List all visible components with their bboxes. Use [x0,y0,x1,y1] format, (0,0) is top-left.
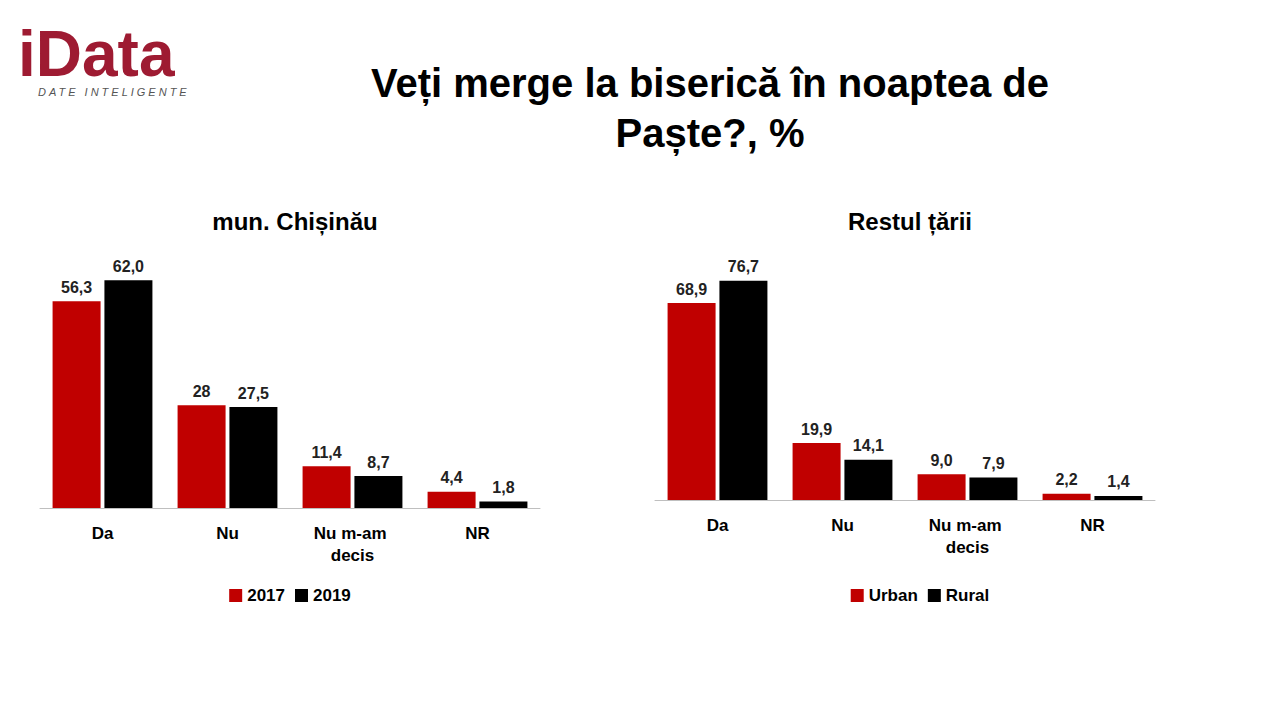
svg-text:9,0: 9,0 [930,452,952,469]
svg-text:Nu m-am: Nu m-am [314,524,391,543]
html-text:Veți merge la biserică în noap: Veți merge la biserică în noaptea de Paș… [371,61,1049,155]
svg-text:Da: Da [707,516,729,535]
svg-text:Da: Da [92,524,114,543]
svg-text:mun. Chișinău: mun. Chișinău [212,208,377,236]
svg-text:1,8: 1,8 [492,479,514,496]
svg-text:76,7: 76,7 [728,258,759,275]
html-text:iData: iData [18,18,175,90]
svg-text:2,2: 2,2 [1055,471,1077,488]
svg-text:Rural: Rural [946,586,989,605]
svg-text:decis: decis [946,538,989,557]
svg-text:28: 28 [193,383,211,400]
svg-text:62,0: 62,0 [113,258,144,275]
svg-text:2017: 2017 [247,586,285,605]
svg-text:decis: decis [331,546,374,565]
svg-text:8,7: 8,7 [367,454,389,471]
svg-text:Nu: Nu [216,524,239,543]
svg-text:14,1: 14,1 [853,437,884,454]
svg-text:NR: NR [465,524,490,543]
svg-text:27,5: 27,5 [238,385,269,402]
svg-text:2019: 2019 [313,586,351,605]
svg-text:56,3: 56,3 [61,279,92,296]
svg-text:68,9: 68,9 [676,281,707,298]
svg-text:Restul țării: Restul țării [848,208,972,236]
svg-text:Nu: Nu [831,516,854,535]
html-text:DATE INTELIGENTE: DATE INTELIGENTE [38,86,190,98]
svg-text:1,4: 1,4 [1107,473,1129,490]
svg-text:7,9: 7,9 [982,455,1004,472]
svg-text:Urban: Urban [869,586,918,605]
svg-text:11,4: 11,4 [311,444,341,461]
svg-text:19,9: 19,9 [801,421,832,438]
svg-text:4,4: 4,4 [440,469,462,486]
svg-text:NR: NR [1080,516,1105,535]
svg-text:Nu m-am: Nu m-am [929,516,1006,535]
